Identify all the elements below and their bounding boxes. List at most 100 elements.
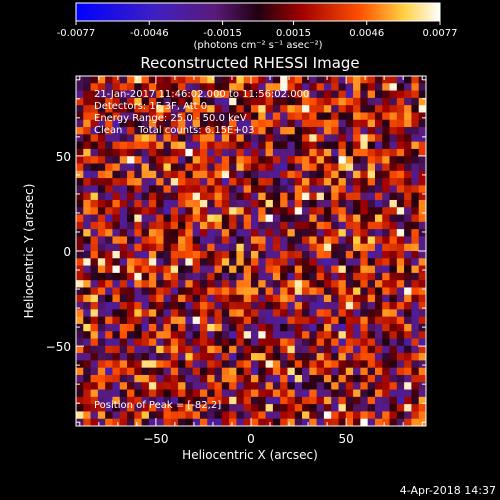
heatmap-cell: [396, 199, 405, 208]
heatmap-cell: [243, 199, 252, 208]
heatmap-cell: [221, 294, 230, 303]
heatmap-cell: [353, 141, 361, 150]
heatmap-cell: [243, 411, 252, 420]
heatmap-cell: [396, 156, 405, 164]
heatmap-cell: [178, 323, 186, 332]
heatmap-cell: [382, 141, 390, 150]
heatmap-cell: [367, 199, 376, 208]
heatmap-cell: [192, 207, 201, 215]
heatmap-cell: [418, 258, 427, 266]
heatmap-cell: [127, 316, 135, 325]
heatmap-cell: [353, 382, 361, 390]
heatmap-cell: [243, 127, 252, 135]
heatmap-cell: [272, 83, 281, 91]
heatmap-cell: [389, 382, 398, 390]
heatmap-cell: [156, 97, 164, 106]
heatmap-cell: [243, 316, 252, 325]
heatmap-cell: [76, 156, 84, 164]
heatmap-cell: [323, 287, 332, 296]
heatmap-cell: [331, 411, 339, 420]
heatmap-cell: [251, 345, 259, 354]
heatmap-cell: [418, 374, 427, 383]
heatmap-cell: [411, 374, 420, 383]
heatmap-cell: [178, 418, 186, 427]
heatmap-cell: [345, 323, 354, 332]
heatmap-cell: [178, 411, 186, 420]
heatmap-cell: [360, 156, 368, 164]
heatmap-cell: [316, 338, 325, 347]
heatmap-cell: [83, 353, 91, 361]
heatmap-cell: [90, 83, 99, 91]
heatmap-cell: [199, 178, 208, 186]
heatmap-cell: [134, 418, 142, 427]
colorbar: [75, 2, 441, 22]
heatmap-cell: [112, 76, 121, 84]
heatmap-cell: [83, 127, 91, 135]
heatmap-cell: [221, 134, 230, 142]
heatmap-cell: [76, 309, 84, 317]
heatmap-cell: [163, 265, 172, 274]
heatmap-cell: [331, 243, 339, 252]
heatmap-cell: [90, 323, 99, 332]
heatmap-cell: [221, 338, 230, 347]
heatmap-cell: [316, 112, 325, 121]
heatmap-cell: [199, 294, 208, 303]
heatmap-cell: [251, 185, 259, 193]
footer-date: 4-Apr-2018 14:37: [400, 484, 496, 497]
heatmap-cell: [199, 236, 208, 245]
heatmap-cell: [170, 221, 179, 230]
heatmap-cell: [316, 192, 325, 201]
heatmap-cell: [214, 367, 223, 376]
heatmap-cell: [148, 199, 157, 208]
heatmap-cell: [76, 389, 84, 398]
heatmap-cell: [360, 294, 368, 303]
heatmap-cell: [83, 411, 91, 420]
heatmap-cell: [148, 396, 157, 405]
heatmap-cell: [251, 338, 259, 347]
heatmap-cell: [119, 287, 128, 296]
heatmap-cell: [280, 229, 288, 237]
heatmap-cell: [353, 156, 361, 164]
heatmap-cell: [185, 411, 193, 420]
heatmap-cell: [90, 272, 99, 281]
heatmap-cell: [192, 112, 201, 121]
heatmap-cell: [367, 287, 376, 296]
heatmap-cell: [396, 316, 405, 325]
heatmap-cell: [134, 294, 142, 303]
heatmap-cell: [236, 207, 245, 215]
heatmap-cell: [265, 396, 274, 405]
heatmap-cell: [221, 148, 230, 157]
heatmap-cell: [243, 323, 252, 332]
heatmap-cell: [309, 367, 317, 376]
heatmap-cell: [258, 229, 266, 237]
heatmap-cell: [280, 309, 288, 317]
heatmap-cell: [251, 199, 259, 208]
heatmap-cell: [287, 170, 296, 179]
heatmap-cell: [127, 272, 135, 281]
heatmap-cell: [229, 156, 237, 164]
heatmap-cell: [418, 331, 427, 339]
heatmap-cell: [119, 170, 128, 179]
heatmap-cell: [214, 331, 223, 339]
heatmap-cell: [119, 404, 128, 412]
heatmap-cell: [389, 163, 398, 172]
heatmap-cell: [374, 353, 383, 361]
heatmap-cell: [280, 90, 288, 99]
heatmap-cell: [345, 134, 354, 142]
heatmap-cell: [280, 404, 288, 412]
heatmap-cell: [192, 323, 201, 332]
heatmap-cell: [90, 178, 99, 186]
heatmap-cell: [148, 105, 157, 113]
heatmap-cell: [404, 367, 412, 376]
heatmap-cell: [280, 382, 288, 390]
heatmap-cell: [134, 338, 142, 347]
heatmap-cell: [265, 112, 274, 121]
heatmap-cell: [236, 83, 245, 91]
heatmap-cell: [374, 207, 383, 215]
heatmap-cell: [353, 396, 361, 405]
heatmap-cell: [345, 192, 354, 201]
heatmap-cell: [141, 119, 150, 128]
heatmap-cell: [170, 97, 179, 106]
heatmap-cell: [280, 105, 288, 113]
heatmap-cell: [265, 323, 274, 332]
